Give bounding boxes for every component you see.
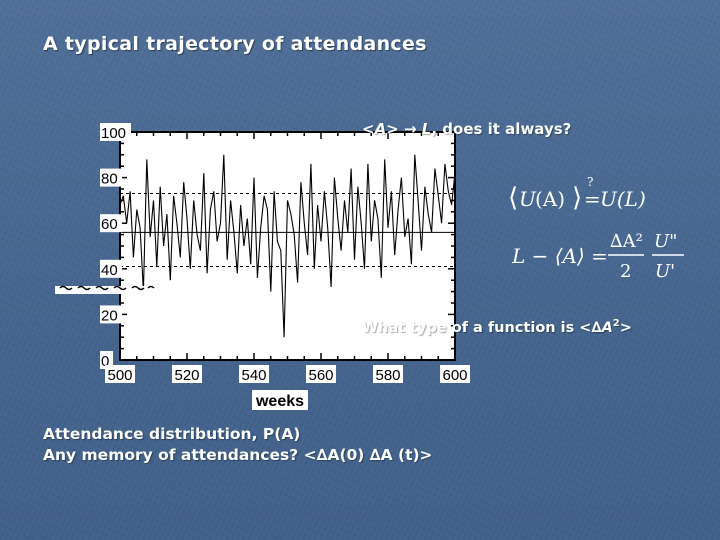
formula1-equals: = <box>584 187 601 211</box>
x-tick-label: 540 <box>241 367 266 384</box>
y-tick-label: 100 <box>101 125 126 142</box>
convergence-lhs: <A> <box>362 120 399 138</box>
question-suffix: > <box>619 319 632 336</box>
formula1-arg: (A) <box>535 187 565 211</box>
series-line <box>119 154 456 338</box>
formula2-lhs: L − ⟨A⟩ = <box>512 244 608 268</box>
x-tick-label-bg <box>373 365 403 383</box>
formula2-frac2-num: U" <box>654 231 677 252</box>
formula1-close: ⟩ <box>572 183 582 213</box>
formula1-rel: ? <box>587 175 593 189</box>
memory-note: Any memory of attendances? <∆A(0) ∆A (t)… <box>43 446 433 464</box>
x-tick-label-bg <box>105 365 135 383</box>
y-axis-label-artifact <box>55 286 159 294</box>
x-axis-label: weeks <box>255 393 304 410</box>
x-tick-label-bg <box>239 365 269 383</box>
y-tick-label: 60 <box>101 216 118 233</box>
formula2-frac1-den: 2 <box>620 261 631 282</box>
x-tick-label-bg <box>172 365 202 383</box>
x-tick-label-bg <box>440 365 470 383</box>
x-tick-labels: 500 520 540 560 580 600 <box>105 365 470 384</box>
y-tick-label-bg <box>100 259 122 278</box>
y-tick-label-bg <box>100 123 131 141</box>
y-tick-label-bg <box>100 214 122 233</box>
x-tick-label: 500 <box>107 367 132 384</box>
y-tick-label-bg <box>100 351 113 369</box>
y-tick-label: 40 <box>101 262 118 279</box>
arrow-icon: → <box>403 120 417 138</box>
convergence-target: L <box>421 120 432 138</box>
formula2-frac1-num: ∆A² <box>610 231 643 252</box>
y-tick-label-bg <box>100 168 122 187</box>
convergence-question: <A> → L, does it always? <box>362 120 571 138</box>
question-symbol: ∆A <box>591 319 613 336</box>
slide-title: A typical trajectory of attendances <box>43 33 427 55</box>
question-prefix: What type of a function is < <box>362 319 592 336</box>
y-tick-label: 0 <box>101 353 109 370</box>
x-tick-label: 520 <box>174 367 199 384</box>
x-tick-label-bg <box>306 365 336 383</box>
formula1-open: ⟨ <box>508 183 518 213</box>
axis-ticks <box>119 131 456 361</box>
y-tick-label-bg <box>100 305 122 324</box>
formula1-rhs: U(L) <box>600 187 646 211</box>
distribution-note: Attendance distribution, P(A) <box>43 425 301 443</box>
question-exponent: 2 <box>612 318 620 329</box>
x-axis-label-box <box>252 390 308 410</box>
formula1-fn: U <box>519 187 537 211</box>
x-tick-label: 580 <box>375 367 400 384</box>
deviation-formula: L − ⟨A⟩ = ∆A² 2 U" U' <box>512 231 684 282</box>
y-tick-label: 80 <box>101 171 118 188</box>
x-tick-label: 560 <box>308 367 333 384</box>
x-tick-label: 600 <box>442 367 467 384</box>
bottom-notes: Attendance distribution, P(A) Any memory… <box>43 424 433 466</box>
utility-formula: ⟨ U (A) ⟩ ? = U(L) <box>508 175 646 213</box>
reference-lines <box>120 193 455 268</box>
y-axis-label-glyphs <box>59 285 155 291</box>
fluctuation-question: What type of a function is <∆A2> <box>362 318 632 336</box>
formula2-frac2-den: U' <box>655 261 675 282</box>
y-tick-labels: 0 20 40 60 80 100 <box>100 123 131 370</box>
y-tick-label: 20 <box>101 307 118 324</box>
convergence-rest: , does it always? <box>431 120 572 138</box>
